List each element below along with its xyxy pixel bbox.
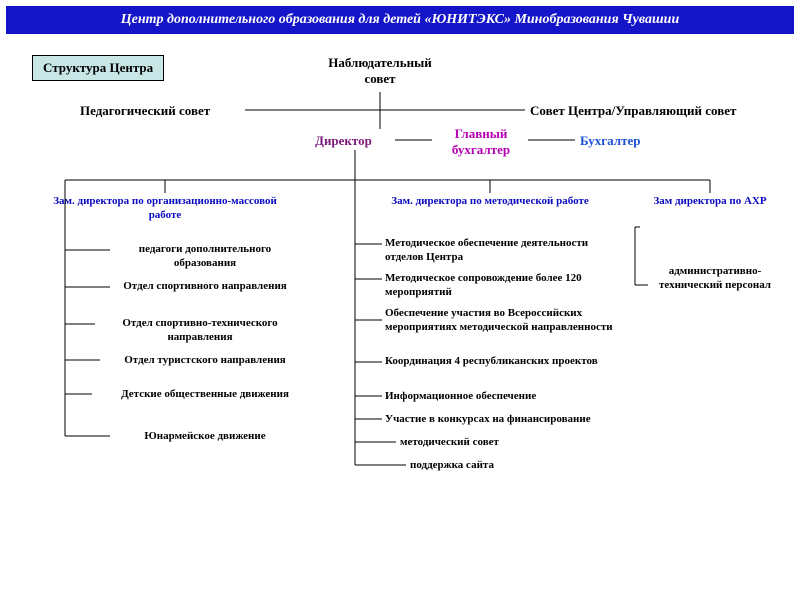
pedagogical-council: Педагогический совет [80, 103, 210, 119]
chief-accountant: Главный бухгалтер [436, 126, 526, 158]
mid-item-2: Обеспечение участия во Всероссийских мер… [385, 307, 615, 335]
structure-badge: Структура Центра [32, 55, 164, 81]
deputy-method: Зам. директора по методической работе [370, 195, 610, 209]
mid-item-5: Участие в конкурсах на финансирование [385, 413, 625, 427]
mid-item-0: Методическое обеспечение деятельности от… [385, 237, 615, 265]
org-chart: Центр дополнительного образования для де… [0, 0, 800, 600]
accountant: Бухгалтер [580, 133, 640, 149]
supervisory-board: Наблюдательный совет [295, 55, 465, 87]
mid-item-7: поддержка сайта [410, 459, 610, 473]
page-title: Центр дополнительного образования для де… [6, 6, 794, 34]
left-item-3: Отдел туристского направления [105, 354, 305, 368]
mid-item-1: Методическое сопровождение более 120 мер… [385, 272, 615, 300]
right-item-0: административно- технический персонал [650, 265, 780, 293]
deputy-ahr: Зам директора по АХР [640, 195, 780, 209]
deputy-org-mass: Зам. директора по организационно-массово… [50, 195, 280, 223]
center-council: Совет Центра/Управляющий совет [530, 103, 736, 119]
mid-item-6: методический совет [400, 436, 600, 450]
left-item-0: педагоги дополнительного образования [115, 243, 295, 271]
connector-lines [0, 0, 800, 600]
mid-item-4: Информационное обеспечение [385, 390, 615, 404]
left-item-4: Детские общественные движения [95, 388, 315, 402]
director: Директор [315, 133, 372, 149]
left-item-2: Отдел спортивно-технического направления [95, 317, 305, 345]
mid-item-3: Координация 4 республиканских проектов [385, 355, 615, 369]
left-item-1: Отдел спортивного направления [115, 280, 295, 294]
left-item-5: Юнармейское движение [115, 430, 295, 444]
